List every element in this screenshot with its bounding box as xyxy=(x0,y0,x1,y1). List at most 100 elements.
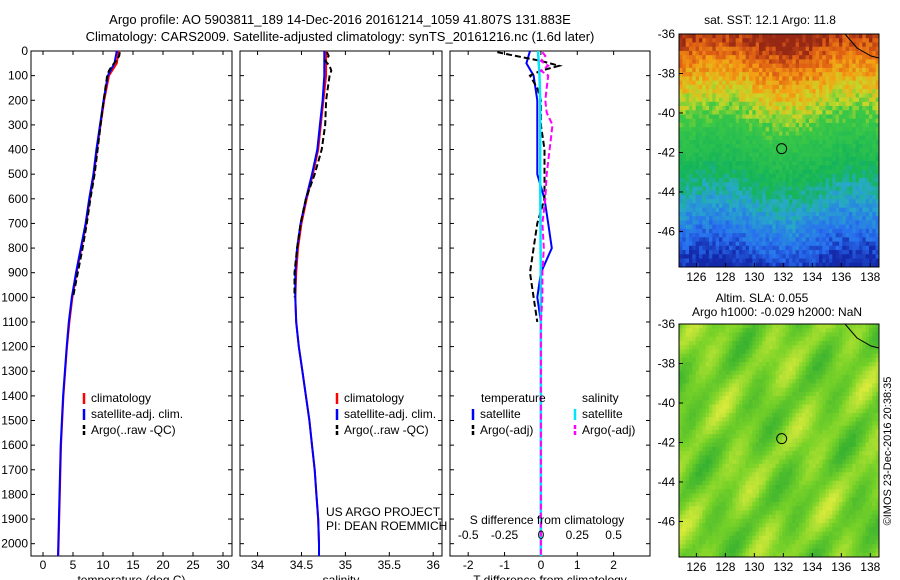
map-cell xyxy=(692,241,697,247)
map-cell xyxy=(812,97,817,103)
map-cell xyxy=(779,93,783,98)
map-cell xyxy=(722,34,727,39)
map-cell xyxy=(732,165,737,170)
map-cell xyxy=(805,211,810,217)
map-cell xyxy=(692,165,697,170)
map-frame xyxy=(678,33,880,268)
map-cell xyxy=(752,110,757,115)
map-cell xyxy=(729,203,733,209)
map-cell xyxy=(819,357,823,363)
map-cell xyxy=(692,370,697,376)
map-cell xyxy=(759,332,763,338)
map-cell xyxy=(832,408,837,414)
map-cell xyxy=(835,370,840,376)
map-cell xyxy=(812,324,817,329)
map-cell xyxy=(785,417,790,422)
map-cell xyxy=(679,220,683,226)
map-cell xyxy=(715,357,720,363)
map-cell xyxy=(815,97,820,103)
map-cell xyxy=(862,241,867,247)
map-cell xyxy=(752,241,757,247)
map-cell xyxy=(759,404,763,410)
map-cell xyxy=(792,122,797,128)
map-cell xyxy=(732,122,737,128)
map-cell xyxy=(769,199,773,204)
y-tick-label: 400 xyxy=(8,143,28,157)
map-cell xyxy=(722,38,727,43)
map-cell xyxy=(772,207,777,213)
map-cell xyxy=(779,118,783,124)
map-cell xyxy=(819,370,823,376)
map-cell xyxy=(835,336,840,342)
map-cell xyxy=(719,421,723,427)
map-cell xyxy=(785,233,790,238)
map-cell xyxy=(842,84,847,90)
map-cell xyxy=(755,67,760,73)
map-cell xyxy=(782,93,787,98)
map-cell xyxy=(775,182,780,187)
map-cell xyxy=(829,250,833,255)
map-cell xyxy=(765,324,770,329)
map-cell xyxy=(735,127,740,132)
map-cell xyxy=(852,165,857,170)
map-cell xyxy=(719,408,723,414)
map-cell xyxy=(772,396,777,401)
map-cell xyxy=(769,328,773,333)
map-cell xyxy=(769,194,773,200)
map-cell xyxy=(809,178,813,183)
map-cell xyxy=(792,72,797,77)
map-cell xyxy=(789,383,793,388)
map-cell xyxy=(745,396,750,401)
map-cell xyxy=(805,59,810,65)
map-cell xyxy=(785,139,790,145)
map-cell xyxy=(692,417,697,422)
map-cell xyxy=(802,182,807,187)
map-cell xyxy=(829,224,833,230)
map-cell xyxy=(682,182,687,187)
map-cell xyxy=(719,250,723,255)
map-cell xyxy=(752,220,757,226)
map-cell xyxy=(702,408,707,414)
map-cell xyxy=(692,207,697,213)
map-cell xyxy=(805,258,810,264)
map-cell xyxy=(749,366,753,371)
x-tick-label: 25 xyxy=(186,558,200,572)
map-cell xyxy=(695,76,700,81)
map-cell xyxy=(842,224,847,230)
map-cell xyxy=(752,59,757,65)
map-cell xyxy=(802,262,807,268)
map-cell xyxy=(739,417,743,422)
map-cell xyxy=(722,165,727,170)
map-cell xyxy=(719,417,723,422)
map-cell xyxy=(762,178,767,183)
map-cell xyxy=(679,80,683,86)
map-cell xyxy=(719,383,723,388)
map-cell xyxy=(862,349,867,355)
map-cell xyxy=(869,357,873,363)
map-cell xyxy=(802,42,807,48)
map-cell xyxy=(842,396,847,401)
map-cell xyxy=(685,59,690,65)
map-cell xyxy=(732,148,737,154)
map-cell xyxy=(862,207,867,213)
map-cell xyxy=(685,182,690,187)
map-cell xyxy=(789,391,793,397)
map-cell xyxy=(812,161,817,166)
map-cell xyxy=(709,156,713,162)
map-cell xyxy=(789,328,793,333)
map-cell xyxy=(712,122,717,128)
map-cell xyxy=(689,379,693,384)
map-cell xyxy=(715,362,720,367)
map-cell xyxy=(789,156,793,162)
map-cell xyxy=(805,374,810,380)
map-cell xyxy=(732,262,737,268)
map-cell xyxy=(689,93,693,98)
map-cell xyxy=(795,332,800,338)
map-cell xyxy=(775,93,780,98)
map-cell xyxy=(842,67,847,73)
map-cell xyxy=(712,362,717,367)
map-cell xyxy=(712,224,717,230)
plot-frame xyxy=(239,50,443,557)
map-cell xyxy=(869,245,873,251)
map-cell xyxy=(845,118,850,124)
